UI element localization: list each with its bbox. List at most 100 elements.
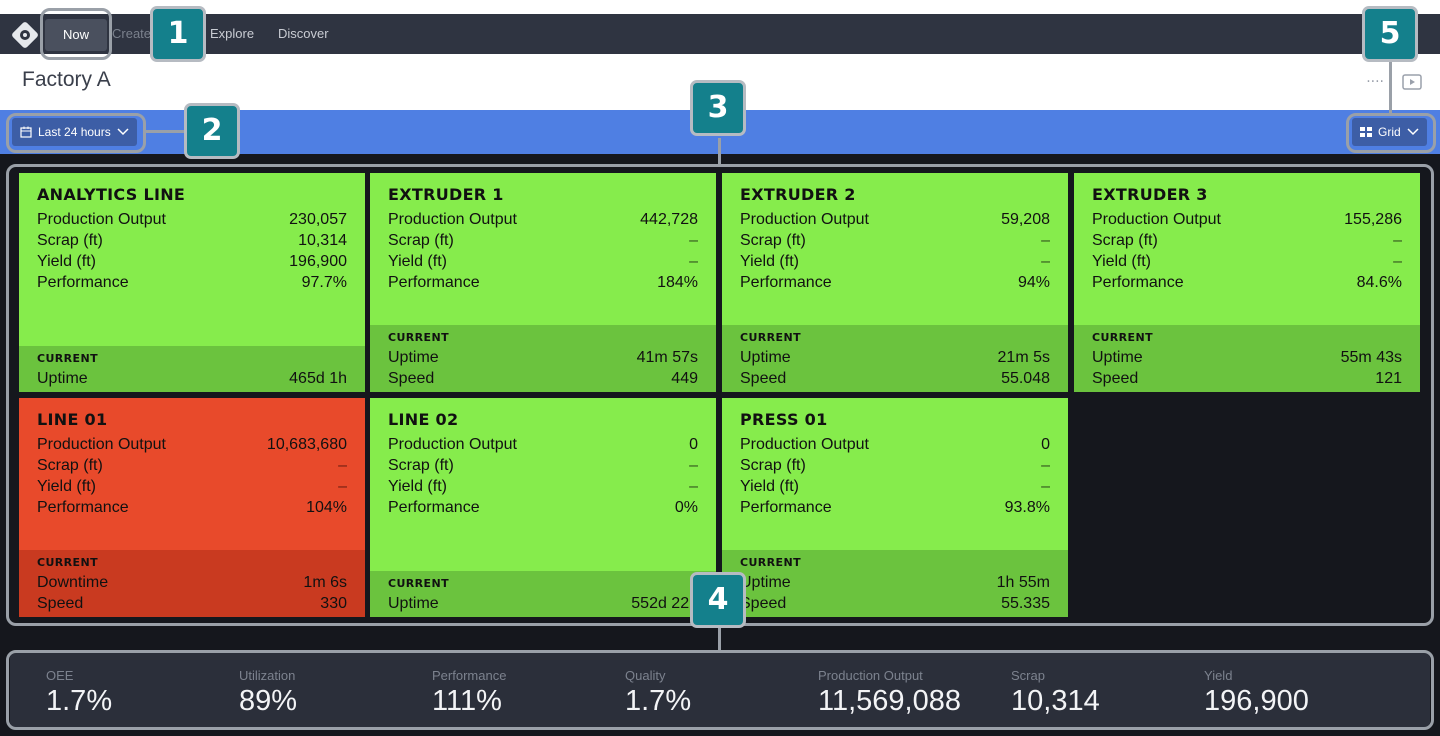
summary-stat: Yield 196,900 xyxy=(1204,668,1309,718)
current-section: CURRENT Uptime 55m 43s Speed 121 xyxy=(1074,325,1420,392)
metric-value: – xyxy=(689,457,698,474)
metric-value: 196,900 xyxy=(289,253,347,270)
summary-stat-label: Quality xyxy=(625,668,666,683)
app-logo-icon[interactable] xyxy=(11,21,39,49)
summary-stat: Utilization 89% xyxy=(239,668,297,718)
current-metric-value: 21m 5s xyxy=(997,349,1050,366)
metric-row: Scrap (ft) – xyxy=(37,455,347,476)
metric-row: Performance 184% xyxy=(388,272,698,293)
summary-stat-label: OEE xyxy=(46,668,74,683)
view-mode-dropdown[interactable]: Grid xyxy=(1352,118,1427,146)
summary-stat-label: Scrap xyxy=(1011,668,1045,683)
date-range-dropdown[interactable]: Last 24 hours xyxy=(12,118,137,146)
callout-badge-3: 3 xyxy=(690,80,746,136)
metric-value: – xyxy=(689,253,698,270)
current-label: CURRENT xyxy=(388,331,449,344)
metric-value: 84.6% xyxy=(1356,274,1402,291)
metric-label: Production Output xyxy=(388,436,517,453)
card-header: ANALYTICS LINE Production Output 230,057… xyxy=(19,173,365,293)
metric-row: Scrap (ft) 10,314 xyxy=(37,230,347,251)
metric-value: – xyxy=(1393,232,1402,249)
current-metric-value: 552d 22h xyxy=(631,595,698,612)
card-title: LINE 02 xyxy=(388,410,459,429)
current-label: CURRENT xyxy=(37,556,98,569)
current-section: CURRENT Uptime 21m 5s Speed 55.048 xyxy=(722,325,1068,392)
callout-outline-5 xyxy=(1346,113,1436,153)
metric-label: Production Output xyxy=(1092,211,1221,228)
current-row: Speed 55.048 xyxy=(740,368,1050,389)
metric-label: Production Output xyxy=(37,211,166,228)
metric-label: Yield (ft) xyxy=(1092,253,1151,270)
metric-value: – xyxy=(689,232,698,249)
page-title: Factory A xyxy=(22,68,111,91)
title-actions: ···· xyxy=(1366,74,1422,90)
current-row: Uptime 21m 5s xyxy=(740,347,1050,368)
current-metric-value: 121 xyxy=(1375,370,1402,387)
current-section: CURRENT Uptime 41m 57s Speed 449 xyxy=(370,325,716,392)
callout-badge-4: 4 xyxy=(690,572,746,628)
nav-tab-now[interactable]: Now xyxy=(45,19,107,51)
machine-card[interactable]: ANALYTICS LINE Production Output 230,057… xyxy=(19,173,365,392)
current-metric-value: 55.335 xyxy=(1001,595,1050,612)
summary-bar: OEE 1.7% Utilization 89% Performance 111% Q… xyxy=(10,652,1430,728)
current-row: Uptime 55m 43s xyxy=(1092,347,1402,368)
callout-badge-1: 1 xyxy=(150,6,206,62)
machine-card[interactable]: PRESS 01 Production Output 0 Scrap (ft) … xyxy=(722,398,1068,617)
metric-label: Production Output xyxy=(740,436,869,453)
metric-label: Performance xyxy=(388,274,480,291)
current-row: Uptime 41m 57s xyxy=(388,347,698,368)
metric-row: Yield (ft) – xyxy=(37,476,347,497)
current-row: Uptime 465d 1h xyxy=(37,368,347,389)
metric-row: Yield (ft) – xyxy=(388,251,698,272)
current-metric-label: Uptime xyxy=(388,595,439,612)
card-title: EXTRUDER 1 xyxy=(388,185,504,204)
metric-label: Performance xyxy=(1092,274,1184,291)
machine-card[interactable]: LINE 02 Production Output 0 Scrap (ft) –… xyxy=(370,398,716,617)
metric-row: Production Output 10,683,680 xyxy=(37,434,347,455)
summary-stat-label: Production Output xyxy=(818,668,923,683)
current-row: Speed 449 xyxy=(388,368,698,389)
callout-connector-4 xyxy=(718,626,721,650)
metric-value: – xyxy=(1041,478,1050,495)
metric-label: Scrap (ft) xyxy=(388,457,454,474)
current-label: CURRENT xyxy=(1092,331,1153,344)
metric-row: Scrap (ft) – xyxy=(740,455,1050,476)
metric-value: 10,314 xyxy=(298,232,347,249)
metric-label: Performance xyxy=(388,499,480,516)
current-label: CURRENT xyxy=(388,577,449,590)
machine-card[interactable]: EXTRUDER 3 Production Output 155,286 Scr… xyxy=(1074,173,1420,392)
metric-label: Yield (ft) xyxy=(37,253,96,270)
machine-card[interactable]: LINE 01 Production Output 10,683,680 Scr… xyxy=(19,398,365,617)
calendar-icon xyxy=(20,126,32,138)
card-title: PRESS 01 xyxy=(740,410,828,429)
machine-card[interactable]: EXTRUDER 1 Production Output 442,728 Scr… xyxy=(370,173,716,392)
main-nav xyxy=(0,14,1440,54)
metric-value: – xyxy=(1041,232,1050,249)
summary-stat-value: 1.7% xyxy=(625,685,692,717)
metric-value: 0 xyxy=(1041,436,1050,453)
current-row: Downtime 1m 6s xyxy=(37,572,347,593)
metric-value: 59,208 xyxy=(1001,211,1050,228)
metric-label: Yield (ft) xyxy=(37,478,96,495)
more-options-icon[interactable]: ···· xyxy=(1366,74,1384,90)
card-title: EXTRUDER 3 xyxy=(1092,185,1208,204)
nav-tab-create[interactable]: Create xyxy=(112,26,152,41)
metric-row: Yield (ft) – xyxy=(740,476,1050,497)
summary-stat-value: 89% xyxy=(239,685,298,717)
metric-label: Scrap (ft) xyxy=(37,457,103,474)
card-header: EXTRUDER 3 Production Output 155,286 Scr… xyxy=(1074,173,1420,293)
card-title: LINE 01 xyxy=(37,410,108,429)
nav-tab-discover[interactable]: Discover xyxy=(278,26,329,41)
play-icon[interactable] xyxy=(1402,74,1422,90)
callout-outline-2 xyxy=(6,113,146,153)
metric-label: Production Output xyxy=(740,211,869,228)
metric-row: Performance 84.6% xyxy=(1092,272,1402,293)
nav-tab-explore[interactable]: Explore xyxy=(210,26,255,41)
metric-row: Production Output 0 xyxy=(740,434,1050,455)
machine-card[interactable]: EXTRUDER 2 Production Output 59,208 Scra… xyxy=(722,173,1068,392)
current-metric-value: 330 xyxy=(320,595,347,612)
metric-label: Scrap (ft) xyxy=(37,232,103,249)
callout-connector-3 xyxy=(718,138,721,164)
current-metric-value: 449 xyxy=(671,370,698,387)
metric-value: 442,728 xyxy=(640,211,698,228)
